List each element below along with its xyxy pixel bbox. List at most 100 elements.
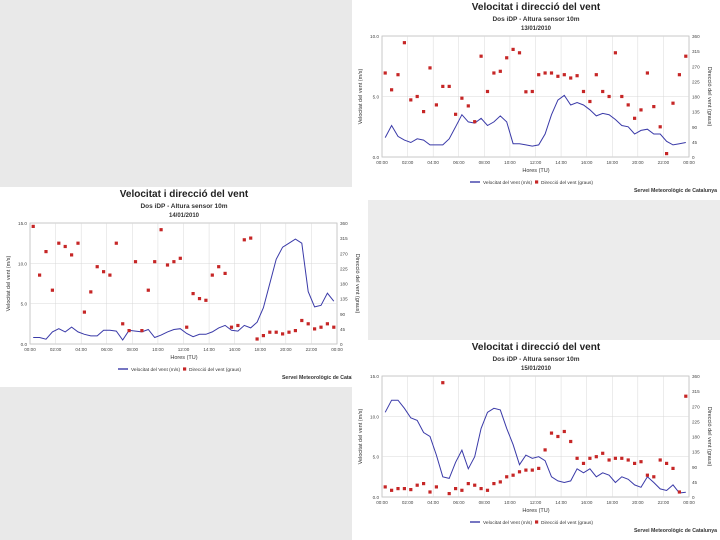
credit-text: Servei Meteorològic de Catalunya: [634, 528, 717, 534]
chart-panel-13-01-2010: Velocitat i direcció del vent Dos iDP - A…: [352, 0, 720, 200]
y-right-tick-label: 360: [692, 374, 700, 379]
direction-point: [127, 329, 131, 333]
y-right-tick-label: 360: [692, 34, 700, 39]
legend-label-speed: Velocitat del Vent (m/s): [131, 367, 180, 373]
direction-point: [671, 101, 675, 105]
x-tick-label: 08:00: [479, 160, 491, 165]
direction-point: [581, 89, 586, 94]
direction-point: [588, 99, 592, 104]
wind-chart-15-01-2010: Velocitat i direcció del vent Dos iDP - A…: [358, 342, 717, 534]
direction-point: [677, 73, 681, 77]
direction-point: [146, 288, 150, 292]
direction-point: [569, 439, 573, 444]
direction-point: [479, 54, 483, 58]
direction-point: [402, 41, 406, 45]
direction-point: [645, 71, 649, 75]
direction-point: [473, 120, 477, 124]
speed-series-line: [384, 399, 686, 494]
direction-point: [274, 330, 278, 334]
legend-label-direction: Direcció del vent (graus): [541, 520, 593, 526]
speed-series-line: [384, 94, 686, 147]
wind-chart-14-01-2010: Velocitat i direcció del vent Dos iDP - A…: [6, 189, 365, 381]
x-tick-label: 12:00: [178, 347, 190, 352]
x-tick-label: 04:00: [427, 500, 439, 505]
direction-point: [102, 270, 106, 274]
direction-point: [89, 290, 93, 294]
chart-subtitle: Dos iDP - Altura sensor 10m: [140, 203, 227, 210]
direction-point: [517, 51, 522, 55]
legend-label-speed: Velocitat del Vent (m/s): [483, 520, 532, 526]
direction-point: [485, 89, 490, 94]
direction-point: [415, 483, 419, 487]
direction-point: [588, 456, 592, 460]
direction-point: [390, 488, 394, 492]
legend-label-speed: Velocitat del Vent (m/s): [483, 180, 532, 186]
direction-point: [498, 69, 502, 73]
y-right-tick-label: 270: [340, 251, 348, 256]
direction-point: [645, 473, 649, 477]
direction-point: [76, 241, 80, 245]
x-axis-label: Hores (TU): [522, 168, 549, 174]
direction-point: [684, 54, 688, 58]
direction-point: [210, 273, 214, 277]
direction-point: [140, 329, 144, 333]
x-tick-label: 00:00: [24, 347, 36, 352]
chart-title: Velocitat i direcció del vent: [472, 2, 601, 13]
y-right-tick-label: 270: [692, 404, 700, 409]
y-left-tick-label: 0.0: [373, 155, 380, 160]
x-tick-label: 10:00: [504, 160, 516, 165]
y-right-tick-label: 180: [692, 95, 700, 100]
direction-point: [466, 104, 470, 108]
x-tick-label: 00:00: [376, 500, 388, 505]
y-right-tick-label: 45: [692, 480, 698, 485]
direction-point: [402, 487, 406, 491]
direction-point: [677, 490, 681, 494]
x-tick-label: 20:00: [280, 347, 292, 352]
direction-point: [415, 94, 419, 99]
direction-point: [409, 98, 413, 102]
direction-point: [197, 297, 202, 301]
direction-point: [524, 468, 528, 472]
wind-chart-13-01-2010: Velocitat i direcció del vent Dos iDP - A…: [358, 2, 717, 194]
direction-point: [191, 292, 195, 296]
direction-point: [428, 66, 432, 70]
y-right-tick-label: 315: [692, 49, 700, 54]
direction-point: [620, 94, 624, 99]
direction-point: [549, 71, 554, 75]
direction-point: [626, 458, 630, 462]
legend-swatch-direction: [535, 180, 539, 184]
direction-point: [159, 228, 163, 232]
y-left-tick-label: 15.0: [370, 374, 379, 379]
direction-point: [639, 460, 643, 464]
direction-point: [505, 475, 509, 479]
y-right-axis-label: Direcció del vent (graus): [354, 254, 360, 314]
direction-point: [639, 108, 643, 112]
direction-point: [38, 273, 42, 277]
y-left-axis-label: Velocitat del vent (m/s): [358, 69, 364, 125]
x-tick-label: 20:00: [632, 160, 644, 165]
direction-point: [652, 105, 656, 109]
direction-point: [498, 480, 502, 484]
x-tick-label: 22:00: [306, 347, 318, 352]
direction-point: [479, 487, 483, 491]
direction-point: [133, 260, 138, 264]
legend-swatch-direction: [535, 520, 539, 524]
x-tick-label: 00:00: [331, 347, 343, 352]
direction-point: [242, 238, 246, 242]
direction-point: [57, 241, 61, 245]
credit-text: Servei Meteorològic de Catalunya: [634, 188, 717, 194]
y-left-axis-label: Velocitat del vent (m/s): [6, 256, 12, 312]
y-right-tick-label: 45: [692, 140, 698, 145]
y-right-axis-label: Direcció del vent (graus): [706, 407, 712, 467]
direction-point: [95, 265, 99, 269]
y-right-tick-label: 90: [692, 465, 698, 470]
direction-point: [447, 492, 451, 496]
x-tick-label: 22:00: [658, 500, 670, 505]
direction-point: [575, 456, 579, 460]
direction-point: [441, 84, 445, 88]
direction-point: [325, 322, 329, 326]
direction-point: [613, 51, 617, 55]
x-tick-label: 14:00: [203, 347, 215, 352]
direction-point: [229, 325, 234, 329]
x-tick-label: 16:00: [581, 500, 593, 505]
